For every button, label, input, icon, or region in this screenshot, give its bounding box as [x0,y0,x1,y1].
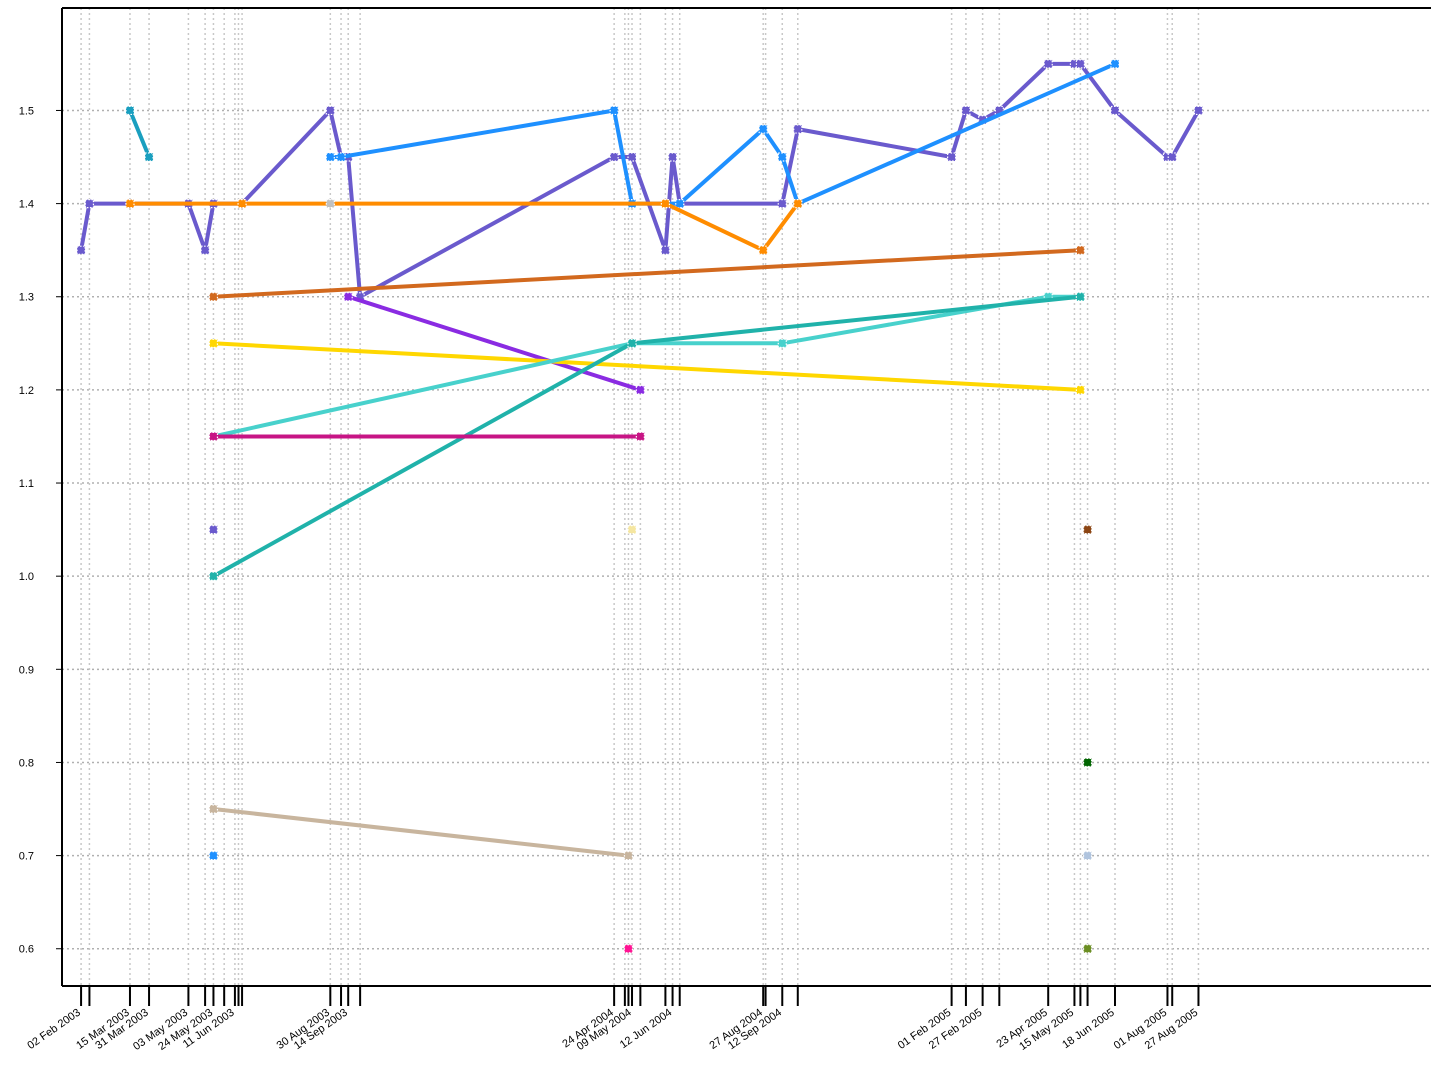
data-point [758,124,768,134]
data-point [777,152,787,162]
x-tick-label: 02 Feb 2003 [25,1007,82,1052]
axes [61,7,1431,987]
data-point [1075,59,1086,69]
data-point [208,338,219,348]
data-point [1043,59,1053,69]
data-point [1075,385,1086,395]
data-point [200,245,210,255]
data-point [961,105,971,116]
data-point [237,199,247,209]
data-point [125,105,135,116]
series-line [211,248,1083,299]
y-tick-label: 1.5 [19,105,34,117]
data-point [994,105,1004,116]
data-point [947,152,957,162]
single-data-point [1082,850,1093,861]
series-line [328,61,1117,206]
y-tick-label: 0.6 [19,944,34,956]
data-point [623,850,634,861]
data-point [325,152,335,162]
single-data-point [1082,757,1093,768]
data-point [635,385,645,395]
single-data-point [208,850,219,861]
y-tick-label: 1.0 [19,571,34,583]
data-point [125,199,135,209]
y-tick-label: 0.9 [19,664,34,676]
grid-lines [62,8,1431,986]
data-point [793,124,803,134]
data-point [144,152,154,162]
data-point [208,431,219,442]
single-data-point [1082,524,1093,535]
y-tick-label: 0.8 [19,757,34,769]
y-tick-label: 1.2 [19,385,34,397]
data-point [635,431,645,442]
series-line [346,294,643,392]
data-point [777,199,787,209]
data-point [660,245,671,255]
data-point [793,199,803,209]
data-point [208,571,219,581]
single-data-point [325,199,335,209]
single-data-point [627,524,637,535]
data-point [355,292,365,302]
y-tick-label: 1.4 [19,199,34,211]
data-point [208,804,219,814]
series-line [128,201,800,253]
data-point [627,152,637,162]
data-point [336,152,346,162]
data-point [84,199,95,209]
data-point [325,105,335,116]
data-point [1043,292,1053,302]
series-line [211,807,631,858]
single-data-point [1082,944,1093,954]
data-point [660,199,671,209]
points-layer [208,199,1093,954]
y-tick-label: 1.3 [19,292,34,304]
single-data-point [208,524,219,535]
single-data-point [623,944,634,954]
data-point [1110,59,1120,69]
y-tick-label: 1.1 [19,478,34,490]
data-point [1075,245,1086,255]
y-tick-label: 0.7 [19,851,34,863]
data-point [609,152,619,162]
data-point [667,152,678,162]
data-point [627,338,637,348]
series-line [128,108,152,159]
series-line [211,341,1083,392]
data-point [1167,152,1177,162]
data-point [609,105,619,116]
data-point [1193,105,1204,116]
data-point [675,199,685,209]
series-layer [76,59,1204,861]
data-point [1110,105,1120,116]
data-point [208,292,219,302]
data-point [1075,292,1086,302]
y-axis-ticks: 0.6 0.7 0.8 0.9 1.0 1.1 1.2 1.3 1.4 1.5 [19,105,62,956]
data-point [758,245,768,255]
data-point [76,245,86,255]
data-point [777,338,787,348]
data-point [343,292,353,302]
